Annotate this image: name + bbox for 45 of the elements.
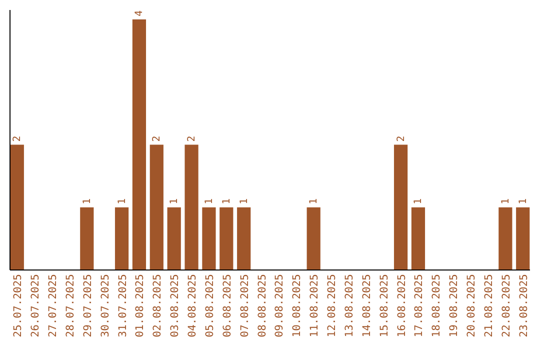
x-tick-label: 05.08.2025 — [204, 274, 216, 338]
x-tick-label: 26.07.2025 — [30, 274, 42, 338]
x-tick-label: 27.07.2025 — [47, 274, 60, 338]
x-tick-label: 18.08.2025 — [430, 274, 443, 338]
data-label: 1 — [308, 198, 320, 204]
x-tick-label: 06.08.2025 — [221, 274, 234, 338]
data-label: 1 — [238, 198, 250, 204]
x-tick-label: 25.07.2025 — [12, 274, 24, 338]
x-tick-label: 07.08.2025 — [238, 274, 251, 338]
x-tick-label: 21.08.2025 — [482, 274, 495, 338]
data-label: 1 — [518, 198, 529, 204]
x-tick-label: 30.07.2025 — [99, 274, 112, 338]
x-tick-label: 10.08.2025 — [291, 274, 304, 338]
data-label: 1 — [221, 198, 232, 204]
data-label: 2 — [396, 136, 407, 142]
x-tick-label: 14.08.2025 — [360, 274, 373, 338]
x-tick-label: 23.08.2025 — [518, 274, 530, 338]
data-label: 1 — [413, 198, 424, 204]
data-label: 2 — [186, 136, 198, 142]
x-tick-label: 12.08.2025 — [326, 274, 338, 338]
x-tick-label: 09.08.2025 — [274, 274, 286, 338]
x-tick-label: 17.08.2025 — [413, 274, 426, 338]
data-label: 1 — [500, 198, 512, 204]
x-tick-label: 15.08.2025 — [378, 274, 390, 338]
x-tick-label: 16.08.2025 — [396, 274, 408, 338]
x-tick-label: 13.08.2025 — [343, 274, 356, 338]
x-tick-label: 04.08.2025 — [186, 274, 199, 338]
data-label: 1 — [116, 198, 128, 204]
x-tick-label: 03.08.2025 — [169, 274, 182, 338]
data-label: 1 — [204, 198, 215, 204]
x-tick-label: 19.08.2025 — [448, 274, 460, 338]
data-label: 4 — [134, 10, 146, 16]
data-label: 1 — [82, 198, 93, 204]
x-tick-label: 31.07.2025 — [116, 274, 129, 338]
x-tick-label: 20.08.2025 — [466, 274, 478, 338]
x-tick-label: 01.08.2025 — [134, 274, 146, 338]
data-label: 2 — [152, 136, 163, 142]
data-label: 2 — [12, 136, 24, 142]
x-tick-label: 11.08.2025 — [308, 274, 321, 338]
x-tick-label: 22.08.2025 — [500, 274, 512, 338]
data-label: 1 — [169, 198, 180, 204]
x-tick-label: 02.08.2025 — [152, 274, 164, 338]
x-tick-label: 28.07.2025 — [64, 274, 76, 338]
x-tick-label: 08.08.2025 — [256, 274, 268, 338]
x-tick-label: 29.07.2025 — [82, 274, 94, 338]
